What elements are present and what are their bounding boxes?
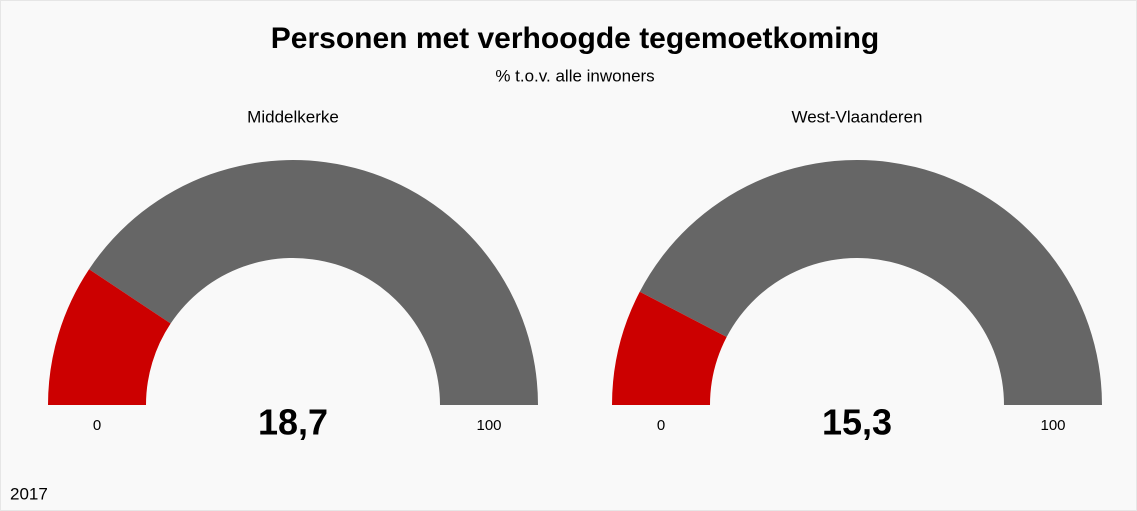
gauge-value bbox=[612, 291, 727, 405]
gauge-track bbox=[89, 159, 538, 405]
gauge-title: Middelkerke bbox=[247, 107, 339, 126]
footnote: 2017 bbox=[10, 484, 48, 503]
gauge-value bbox=[48, 269, 171, 405]
tick-label: 100 bbox=[476, 417, 501, 434]
value-label: 18,7 bbox=[258, 402, 328, 443]
gauge-track bbox=[639, 159, 1102, 405]
tick-label: 0 bbox=[657, 417, 665, 434]
tick-label: 100 bbox=[1040, 417, 1065, 434]
value-label: 15,3 bbox=[822, 402, 892, 443]
chart-title: Personen met verhoogde tegemoetkoming bbox=[271, 22, 879, 55]
gauge-title: West-Vlaanderen bbox=[791, 107, 922, 126]
tick-label: 0 bbox=[93, 417, 101, 434]
chart-subtitle: % t.o.v. alle inwoners bbox=[495, 66, 654, 85]
